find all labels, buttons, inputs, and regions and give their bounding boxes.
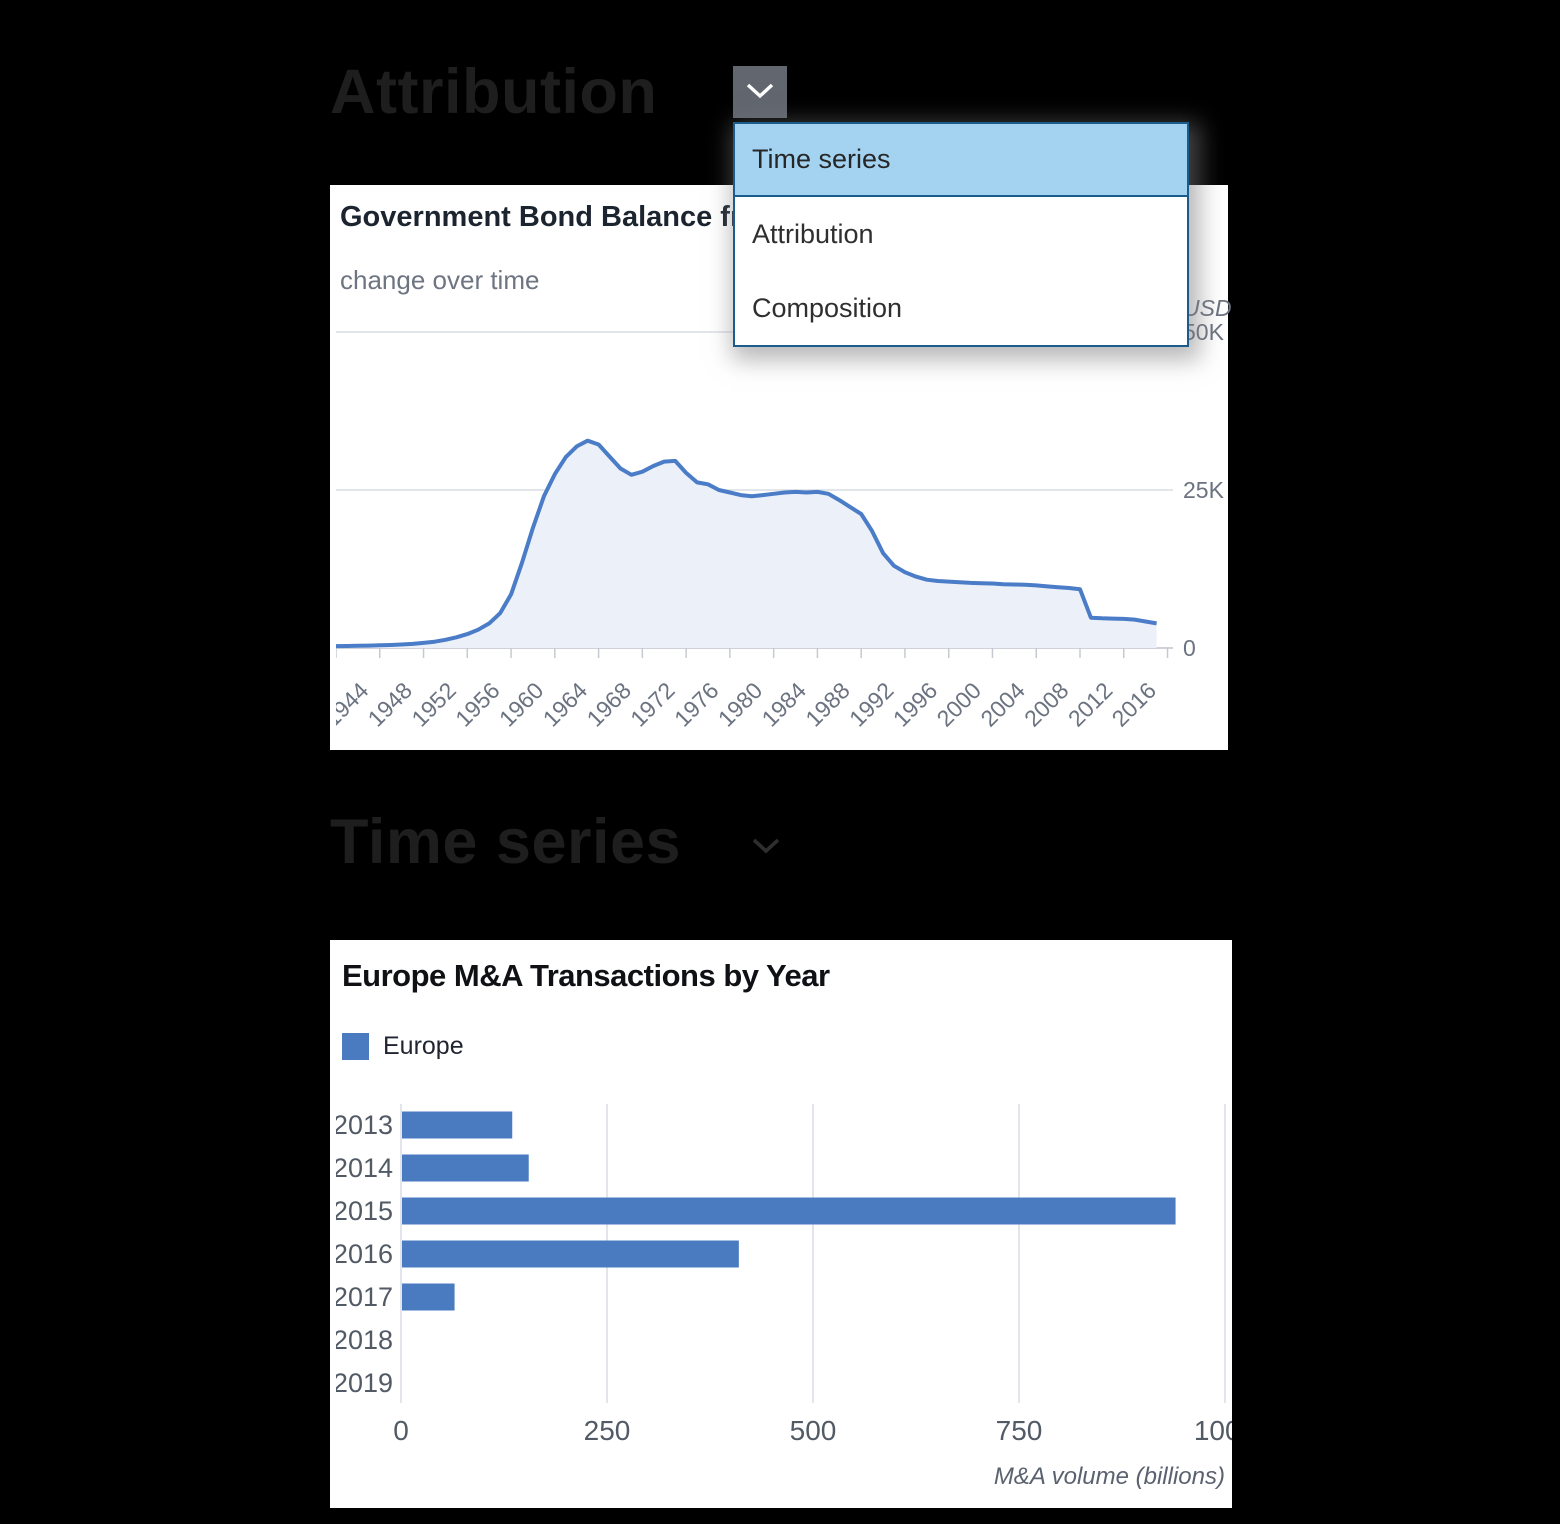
svg-text:0: 0 [1183, 635, 1196, 661]
svg-text:2018: 2018 [336, 1325, 393, 1355]
legend-label: Europe [383, 1032, 464, 1060]
svg-text:2004: 2004 [975, 677, 1030, 730]
svg-text:1960: 1960 [494, 677, 549, 730]
svg-text:1000: 1000 [1194, 1415, 1232, 1446]
svg-text:500: 500 [790, 1415, 837, 1446]
svg-text:2019: 2019 [336, 1368, 393, 1398]
svg-text:2014: 2014 [336, 1153, 393, 1183]
svg-text:2016: 2016 [336, 1239, 393, 1269]
menu-item-time-series[interactable]: Time series [735, 124, 1187, 197]
svg-text:USD: USD [1183, 295, 1232, 321]
menu-item-attribution[interactable]: Attribution [735, 197, 1187, 271]
svg-text:1988: 1988 [800, 677, 855, 730]
menu-item-label: Time series [752, 144, 891, 174]
chart-subtitle: change over time [340, 265, 540, 295]
chart-title: Europe M&A Transactions by Year [342, 958, 830, 993]
svg-text:1980: 1980 [713, 677, 768, 730]
chevron-down-icon [746, 83, 774, 102]
menu-item-composition[interactable]: Composition [735, 271, 1187, 345]
svg-text:1996: 1996 [888, 677, 943, 730]
svg-text:1952: 1952 [406, 677, 461, 730]
legend-swatch-europe [342, 1033, 369, 1060]
page-title-time-series: Time series [330, 807, 682, 877]
svg-text:2013: 2013 [336, 1110, 393, 1140]
menu-item-label: Composition [752, 292, 903, 323]
svg-text:250: 250 [584, 1415, 631, 1446]
svg-text:2012: 2012 [1063, 677, 1118, 730]
section-collapsed-dropdown-button[interactable] [750, 836, 782, 861]
svg-text:1976: 1976 [669, 677, 724, 730]
svg-text:1964: 1964 [538, 677, 593, 730]
line-chart: USD025K50K194419481952195619601964196819… [336, 295, 1232, 730]
svg-text:0: 0 [393, 1415, 409, 1446]
svg-text:1968: 1968 [581, 677, 636, 730]
svg-text:2008: 2008 [1019, 677, 1074, 730]
svg-text:1956: 1956 [450, 677, 505, 730]
svg-text:2015: 2015 [336, 1196, 393, 1226]
svg-text:M&A volume (billions): M&A volume (billions) [994, 1463, 1225, 1490]
svg-text:1944: 1944 [336, 677, 374, 730]
svg-text:2017: 2017 [336, 1282, 393, 1312]
svg-text:50K: 50K [1183, 319, 1225, 345]
chart-legend: Europe [342, 1032, 464, 1061]
svg-text:2000: 2000 [932, 677, 987, 730]
svg-text:750: 750 [996, 1415, 1043, 1446]
svg-text:1972: 1972 [625, 677, 680, 730]
menu-item-label: Attribution [752, 218, 874, 249]
svg-text:1984: 1984 [756, 677, 811, 730]
svg-text:2016: 2016 [1107, 677, 1162, 730]
chart-title: Government Bond Balance fr [340, 201, 742, 233]
svg-text:25K: 25K [1183, 477, 1225, 503]
europe-ma-card: Europe M&A Transactions by Year Europe 2… [330, 940, 1232, 1508]
svg-text:1948: 1948 [363, 677, 418, 730]
page-title-attribution: Attribution [330, 57, 658, 127]
chevron-down-icon [750, 836, 782, 861]
section-dropdown-menu: Time series Attribution Composition [733, 122, 1189, 347]
svg-text:1992: 1992 [844, 677, 899, 730]
section-dropdown-button[interactable] [733, 66, 787, 118]
